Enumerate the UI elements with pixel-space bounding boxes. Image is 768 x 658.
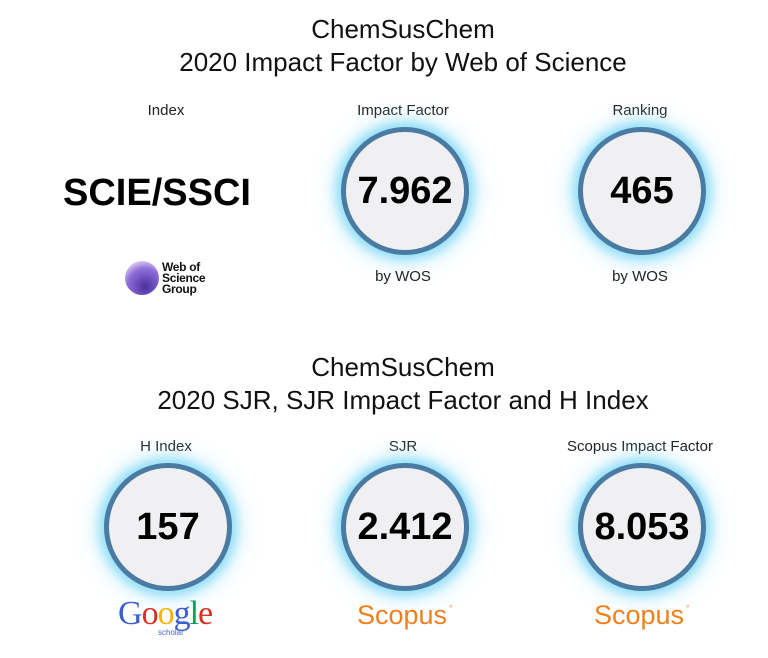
h-index-label: H Index (140, 438, 192, 455)
section2-title-journal: ChemSusChem (311, 352, 495, 382)
impact-factor-source: by WOS (375, 268, 431, 285)
ranking-circle: 465 (578, 127, 706, 255)
h-index-circle: 157 (104, 463, 232, 591)
wos-logo-line3: Group (162, 281, 197, 296)
google-scholar-subtext: scholar (158, 628, 184, 637)
ranking-label: Ranking (612, 102, 668, 119)
scopus-logo: Scopus ° (357, 600, 452, 631)
ranking-source: by WOS (612, 268, 668, 285)
index-value: SCIE/SSCI (63, 172, 251, 214)
h-index-value: 157 (136, 505, 200, 548)
impact-factor-circle: 7.962 (341, 127, 469, 255)
sjr-label: SJR (388, 438, 418, 455)
sjr-circle: 2.412 (341, 463, 469, 591)
google-scholar-logo: Google scholar (118, 595, 213, 637)
section1-title-subtitle: 2020 Impact Factor by Web of Science (179, 47, 627, 77)
section2-title-subtitle: 2020 SJR, SJR Impact Factor and H Index (157, 385, 649, 415)
web-of-science-group-logo: Web of Science Group (125, 259, 206, 296)
scopus-logo-text: Scopus (357, 600, 448, 630)
scopus-logo-text: Scopus (594, 600, 685, 630)
wos-logo-line2: Science (162, 270, 206, 285)
scopus-mark-icon: ° (686, 604, 690, 613)
wos-logo-line1: Web of (162, 259, 200, 274)
impact-factor-label: Impact Factor (357, 102, 449, 119)
scopus-logo-2: Scopus ° (594, 600, 689, 631)
scopus-impact-factor-circle: 8.053 (578, 463, 706, 591)
section1-title-journal: ChemSusChem (311, 14, 495, 44)
wos-orb-icon (125, 261, 159, 295)
scopus-impact-factor-label: Scopus Impact Factor (567, 438, 713, 455)
scopus-impact-factor-value: 8.053 (594, 505, 690, 548)
sjr-value: 2.412 (357, 505, 453, 548)
scopus-mark-icon: ° (449, 604, 453, 613)
impact-factor-value: 7.962 (357, 169, 453, 212)
index-label: Index (147, 102, 185, 119)
ranking-value: 465 (610, 169, 674, 212)
